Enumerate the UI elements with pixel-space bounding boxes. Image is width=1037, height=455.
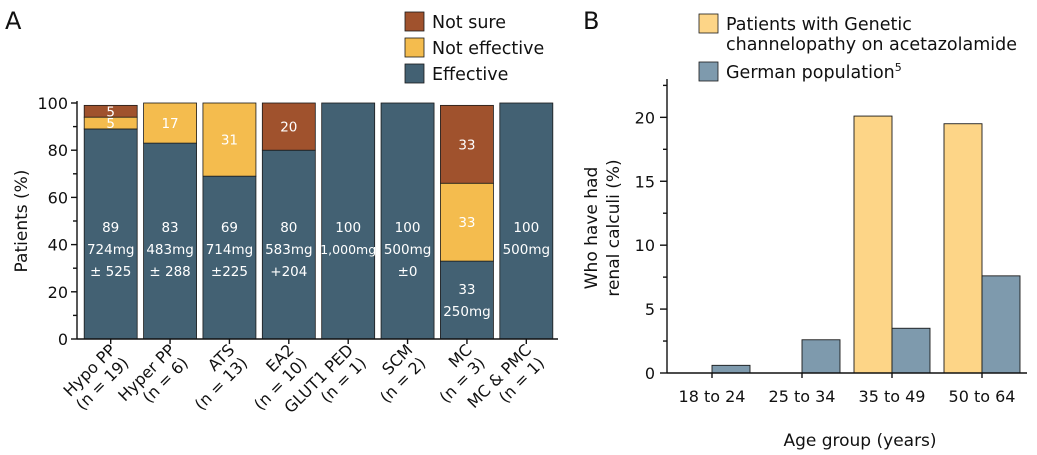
panel-a-y-tick-label-0: 0: [58, 330, 68, 349]
panel-b-y-axis-title-line1: Who have had: [582, 167, 602, 290]
legend-swatch-1: [404, 37, 425, 58]
bar-label-7-0: 80: [280, 220, 297, 236]
bar-label-5-0: 69: [221, 220, 238, 236]
bar-label-8-0: 20: [280, 120, 297, 136]
panel-b-y-tick-label-4: 20: [635, 108, 655, 127]
bar-label-12-0: 33: [458, 215, 475, 231]
bar-label-9-1: 1,000mg: [320, 242, 376, 257]
panel-b-letter: B: [583, 7, 599, 35]
legend-label-2: Effective: [432, 65, 508, 85]
legend-swatch-2: [404, 63, 425, 84]
bar-effective-1: [143, 142, 197, 340]
bar-label-7-2: +204: [270, 264, 307, 280]
bar-patients-3: [943, 123, 983, 374]
bar-effective-7: [499, 102, 554, 340]
bar-label-10-1: 500mg: [384, 242, 432, 258]
bar-german-2: [891, 327, 931, 374]
panel-b-plot: 18 to 24 25 to 34 35 to 49 50 to 64 0 5 10 15 20: [635, 79, 1027, 406]
panel-b-y-axis-title-line2: renal calculi (%): [604, 159, 624, 296]
legend-b-label-0-1: channelopathy on acetazolamide: [726, 35, 1017, 55]
bar-not-effective-6: [440, 182, 494, 262]
bar-label-10-2: ±0: [398, 264, 418, 280]
bar-german-1: [801, 339, 841, 374]
panel-a-y-tick-label-1: 20: [48, 283, 68, 302]
bar-label-1-0: 5: [106, 116, 115, 132]
legend-b-label-0-0: Patients with Genetic: [726, 15, 912, 35]
panel-b-x-tick-label-1: 25 to 34: [769, 387, 836, 406]
bar-label-5-2: ±225: [211, 264, 248, 280]
panel-a-y-tick-label-2: 40: [48, 236, 68, 255]
bar-not-effective-2: [202, 102, 257, 177]
legend-b-superscript: 5: [895, 61, 902, 74]
legend-label-0: Not sure: [432, 13, 506, 33]
bar-effective-4: [321, 102, 376, 340]
panel-a-y-tick-label-5: 100: [37, 94, 68, 113]
panel-a-y-tick-label-3: 60: [48, 188, 68, 207]
bar-label-5-1: 714mg: [206, 242, 254, 258]
panel-b-y-tick-label-3: 15: [635, 172, 655, 191]
bar-not-sure-3: [261, 102, 316, 151]
panel-a-y-axis-title: Patients (%): [12, 170, 32, 273]
legend-label-1: Not effective: [432, 39, 544, 59]
bar-label-7-1: 583mg: [265, 242, 313, 258]
bar-not-sure-6: [440, 104, 494, 184]
panel-b-x-tick-label-3: 50 to 64: [949, 387, 1016, 406]
panel-b-y-tick-label-0: 0: [645, 364, 655, 383]
panel-a-legend: Not sure Not effective Effective: [404, 11, 544, 85]
panel-b-y-tick-label-2: 10: [635, 236, 655, 255]
bar-label-2-0: 5: [106, 104, 115, 120]
bar-label-0-2: ± 525: [90, 264, 131, 280]
bar-german-3: [981, 275, 1021, 374]
bar-label-0-0: 89: [102, 220, 119, 236]
panel-a-letter: A: [5, 7, 22, 35]
panel-b-x-tick-label-2: 35 to 49: [859, 387, 926, 406]
bar-label-11-0: 33: [458, 282, 475, 298]
bar-not-effective-1: [143, 102, 197, 144]
bar-effective-6: [440, 260, 494, 340]
bar-label-4-0: 17: [161, 116, 178, 132]
panel-b-x-axis-title: Age group (years): [783, 431, 936, 451]
bar-patients-2: [853, 115, 893, 374]
bar-label-3-1: 483mg: [146, 242, 194, 258]
bar-label-3-2: ± 288: [149, 264, 190, 280]
bar-label-9-0: 100: [335, 220, 361, 236]
legend-swatch-0: [404, 11, 425, 32]
bar-label-3-0: 83: [161, 220, 178, 236]
legend-b-swatch-1: [698, 61, 719, 82]
bar-effective-0: [83, 128, 138, 340]
legend-b-label-1-0: German population5: [726, 61, 902, 83]
bar-effective-2: [202, 175, 257, 340]
bar-label-0-1: 724mg: [87, 242, 135, 258]
panel-b-y-axis-title: Who have had renal calculi (%): [582, 159, 624, 296]
panel-a-plot: 89 724mg ± 525 55 83 483mg ± 288 17 69 714mg ±225 3…: [37, 94, 558, 417]
bar-label-13-0: 33: [458, 137, 475, 153]
bar-label-14-0: 100: [513, 220, 539, 236]
panel-b-y-tick-label-1: 5: [645, 300, 655, 319]
bar-not-sure-0: [83, 104, 138, 118]
panel-b-x-tick-label-0: 18 to 24: [679, 387, 746, 406]
legend-b-swatch-0: [698, 13, 719, 34]
bar-german-0: [711, 364, 751, 374]
bar-label-6-0: 31: [221, 133, 238, 149]
panel-a-y-tick-label-4: 80: [48, 141, 68, 160]
bar-label-14-1: 500mg: [503, 242, 551, 258]
bar-label-11-1: 250mg: [443, 304, 491, 320]
bar-label-10-0: 100: [395, 220, 421, 236]
